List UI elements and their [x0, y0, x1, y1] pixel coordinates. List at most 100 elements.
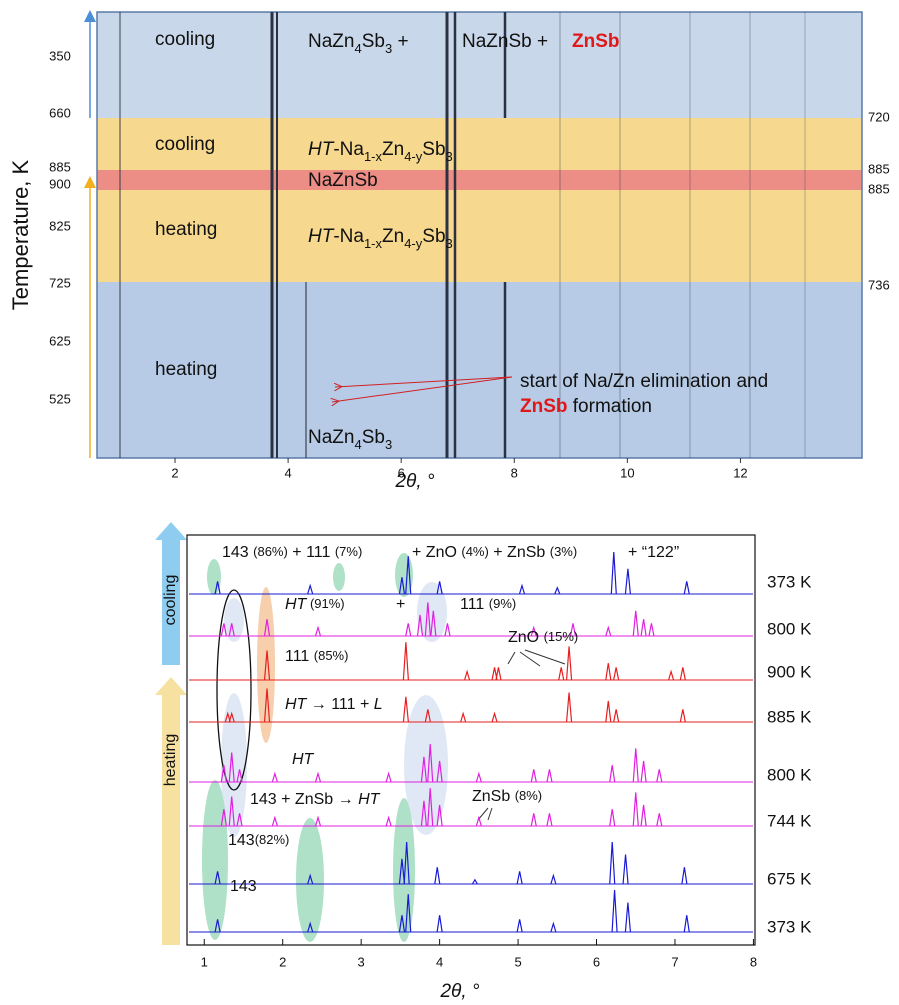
temperature-label: 825	[49, 218, 71, 233]
x-tick-label: 5	[514, 954, 521, 969]
peak	[271, 771, 278, 783]
text-part: 3	[385, 41, 392, 56]
text-part: (7%)	[335, 544, 362, 559]
peak	[605, 625, 612, 637]
peak	[385, 815, 392, 827]
peak	[307, 583, 314, 595]
text-part: (91%)	[306, 596, 344, 611]
text-part: 3	[385, 437, 392, 452]
peak	[640, 619, 647, 637]
band-label: NaZn4Sb3 +	[308, 31, 409, 56]
text-part: cooling	[155, 29, 215, 50]
peak	[263, 650, 271, 681]
temperature-label: 885	[49, 159, 71, 174]
text-part: L	[374, 696, 383, 713]
peak	[307, 873, 314, 885]
text-part: (85%)	[314, 648, 349, 663]
peak	[683, 581, 690, 595]
text-part: NaZn	[308, 427, 354, 448]
text-part: -Na	[333, 226, 364, 247]
y-axis-label: Temperature, K	[8, 159, 33, 310]
text-part: (3%)	[550, 544, 577, 559]
peak	[220, 623, 227, 637]
peak	[558, 667, 565, 681]
peak	[271, 815, 278, 827]
peak	[632, 792, 639, 827]
peak	[263, 688, 271, 723]
pointer	[487, 807, 493, 821]
peak	[460, 711, 467, 723]
peak	[403, 841, 410, 885]
temperature-label: 885	[868, 181, 890, 196]
temperature-label: 885	[868, 161, 890, 176]
cooling-bar	[162, 535, 180, 665]
peak	[613, 667, 620, 681]
peak	[220, 765, 227, 783]
heating-bar	[162, 690, 180, 945]
text-part: 1-x	[364, 149, 383, 164]
trace-label: 900 K	[767, 662, 812, 681]
annotation: 143 (86%) + 111 (7%)	[222, 544, 362, 561]
peak	[475, 771, 482, 783]
peak	[611, 889, 618, 933]
text-part: 4-y	[404, 236, 423, 251]
x-tick-label: 4	[284, 465, 291, 480]
text-part: 111	[460, 596, 489, 613]
peak	[656, 769, 663, 783]
peak	[640, 804, 647, 827]
text-part: ZnSb	[520, 396, 568, 417]
trace-label: 373 K	[767, 572, 812, 591]
band-label: NaZnSb +	[462, 31, 548, 52]
band-label: NaZnSb	[308, 170, 378, 191]
text-part: (4%)	[461, 544, 488, 559]
text-part: (15%)	[544, 629, 579, 644]
peak	[220, 809, 227, 827]
top-bands	[96, 11, 863, 459]
x-tick-label: 4	[436, 954, 443, 969]
band-label: ZnSb	[572, 31, 620, 52]
annotation: HT	[292, 751, 315, 768]
peak	[314, 625, 322, 637]
temperature-label: 525	[49, 391, 71, 406]
temperature-label: 736	[868, 277, 890, 292]
text-part: start of Na/Zn elimination and	[520, 371, 768, 392]
band-label: cooling	[155, 134, 215, 155]
peak	[436, 804, 443, 827]
peak	[464, 669, 471, 681]
peak	[491, 711, 498, 723]
annotation: 143 + ZnSb → HT	[250, 791, 381, 808]
peak	[420, 756, 428, 783]
peak	[307, 921, 314, 933]
peak	[656, 813, 663, 827]
text-part: Zn	[382, 226, 404, 247]
annotation: + “122”	[628, 544, 679, 561]
side-label: cooling	[162, 575, 179, 626]
pointer	[507, 651, 516, 665]
frame	[96, 11, 863, 459]
band-label: cooling	[155, 29, 215, 50]
peak	[228, 711, 235, 723]
peak	[314, 771, 322, 783]
peak	[398, 858, 406, 885]
text-part: HT	[308, 226, 335, 247]
peak	[475, 815, 482, 827]
peak	[434, 867, 441, 885]
text-part: heating	[155, 219, 217, 240]
peak	[398, 577, 406, 595]
band	[97, 12, 862, 118]
text-part: (8%)	[515, 788, 542, 803]
text-part: 4	[354, 41, 361, 56]
text-part: Sb	[362, 31, 385, 52]
peak	[228, 796, 235, 827]
trace-label: 885 K	[767, 707, 812, 726]
peak	[385, 771, 392, 783]
text-part: -Na	[333, 139, 364, 160]
x-axis-label: 2θ, °	[394, 471, 434, 492]
peak	[405, 556, 412, 595]
pointer	[519, 651, 541, 667]
peak	[648, 623, 655, 637]
peak	[681, 867, 688, 885]
peak	[402, 696, 409, 723]
peak	[550, 873, 557, 885]
x-tick-label: 2	[171, 465, 178, 480]
